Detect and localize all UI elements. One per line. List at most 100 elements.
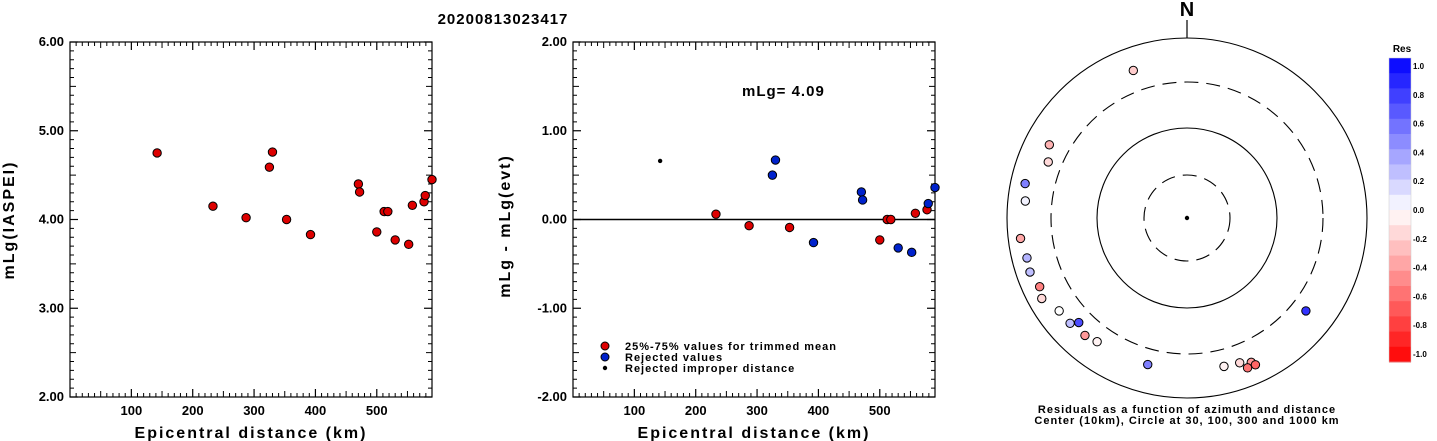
colorbar-ticks: 1.0 0.8 0.6 0.4 0.2 0.0 -0.2 -0.4 -0.6 -0.8 -1.0	[1413, 62, 1427, 359]
colorbar-cell	[1389, 164, 1411, 181]
p2-y-tick-label: 0.00	[542, 212, 567, 227]
polar-circle-100km	[1096, 127, 1278, 309]
residual-point	[657, 158, 663, 164]
colorbar-tick-label: -1.0	[1413, 350, 1427, 359]
colorbar-tick-label: 1.0	[1413, 62, 1425, 71]
station-point	[305, 229, 316, 240]
colorbar-cell	[1389, 225, 1411, 241]
colorbar-cell	[1389, 346, 1411, 363]
colorbar-tick-label: 0.4	[1413, 148, 1425, 157]
colorbar-tick-label: 0.6	[1413, 120, 1425, 129]
station-point	[264, 162, 275, 172]
polar-station-point	[1065, 318, 1075, 328]
residual-point	[906, 247, 917, 258]
residual-point	[770, 155, 781, 165]
polar-station-point	[1250, 360, 1261, 370]
polar-station-point	[1234, 358, 1245, 368]
panel2-y-ticks: -2.00 -1.00 0.00 1.00 2.00	[537, 34, 935, 404]
colorbar-cell	[1389, 301, 1411, 317]
colorbar-cell	[1389, 270, 1411, 287]
residual-point	[744, 221, 754, 231]
station-point	[372, 227, 382, 237]
p1-y-tick-label: 4.00	[39, 212, 64, 227]
colorbar: Res 1.0 0.8 0.6 0.4 0.2 0.0 -0.2 -0.4 -0.6 -0.8 -1…	[1388, 44, 1427, 363]
colorbar-cell	[1389, 240, 1411, 257]
polar-station-point	[1037, 293, 1047, 304]
legend-label: Rejected values	[625, 352, 723, 364]
panel1-y-ticks: 2.00 3.00 4.00 5.00 6.00	[39, 34, 432, 404]
colorbar-cell	[1389, 58, 1411, 74]
station-point	[267, 147, 278, 157]
colorbar-cell	[1389, 316, 1411, 333]
residual-point	[923, 198, 933, 209]
polar-station-point	[1025, 267, 1035, 277]
polar-station-point	[1219, 361, 1229, 372]
residual-point	[767, 170, 778, 180]
p2-x-tick-label: 500	[869, 403, 891, 418]
station-point	[354, 187, 365, 197]
polar-station-point	[1044, 140, 1055, 150]
polar-station-point	[1074, 317, 1084, 328]
p1-y-tick-label: 5.00	[39, 123, 64, 138]
colorbar-cell	[1389, 255, 1411, 272]
station-point	[390, 235, 400, 245]
panel1-frame	[69, 41, 433, 398]
station-point	[281, 214, 292, 225]
polar-points	[1015, 65, 1311, 373]
p1-x-tick-label: 400	[305, 403, 327, 418]
figure-title: 20200813023417	[438, 11, 569, 28]
panel2-x-ticks: 100 200 300 400 500	[578, 42, 936, 418]
panel2-y-axis-label: mLg - mLg(evt)	[497, 154, 514, 298]
colorbar-cell	[1389, 73, 1411, 89]
colorbar-tick-label: -0.2	[1413, 235, 1427, 244]
station-point	[407, 200, 418, 211]
colorbar-cell	[1389, 286, 1411, 302]
residual-point	[808, 237, 819, 248]
legend-marker	[602, 365, 608, 371]
polar-station-point	[1020, 178, 1030, 189]
magnitude-label: mLg= 4.09	[742, 83, 825, 100]
colorbar-cell	[1389, 118, 1411, 135]
polar-station-point	[1128, 65, 1139, 76]
legend-marker	[600, 341, 610, 351]
station-point	[353, 179, 364, 189]
p1-y-tick-label: 6.00	[39, 34, 64, 49]
polar-station-point	[1022, 253, 1032, 263]
polar-station-point	[1015, 233, 1026, 244]
panel-mlg-vs-distance: 2.00 3.00 4.00 5.00 6.00 100 200 300 400 500 mLg…	[1, 34, 437, 441]
colorbar-frame	[1388, 57, 1412, 363]
p1-y-tick-label: 3.00	[39, 300, 64, 315]
colorbar-tick-label: 0.2	[1413, 177, 1425, 186]
panel1-x-ticks: 100 200 300 400 500	[75, 42, 433, 418]
colorbar-cell	[1389, 194, 1411, 211]
colorbar-cell	[1389, 103, 1411, 120]
station-point	[152, 148, 162, 158]
panel1-points	[152, 147, 437, 250]
p2-x-tick-label: 200	[685, 403, 707, 418]
panel-residual-vs-distance: -2.00 -1.00 0.00 1.00 2.00 100 200 300 400 500 m…	[497, 34, 940, 441]
polar-station-point	[1020, 196, 1031, 206]
p1-x-tick-label: 200	[182, 403, 204, 418]
residual-point	[886, 214, 896, 225]
panel1-y-axis-label: mLg(IASPEI)	[1, 161, 18, 280]
station-point	[403, 239, 414, 250]
panel1-x-axis-label: Epicentral distance (km)	[135, 425, 368, 441]
colorbar-cells	[1388, 57, 1412, 363]
colorbar-title: Res	[1393, 44, 1412, 55]
residual-point	[930, 182, 940, 193]
colorbar-tick-label: 0.0	[1413, 206, 1425, 215]
station-point	[208, 201, 218, 211]
p2-y-tick-label: 2.00	[542, 34, 567, 49]
polar-circle-30km	[1143, 174, 1231, 262]
colorbar-tick-label: -0.4	[1413, 264, 1427, 273]
polar-station-point	[1092, 337, 1102, 347]
p1-x-tick-label: 500	[366, 403, 388, 418]
station-point	[420, 190, 430, 201]
panel2-x-axis-label: Epicentral distance (km)	[638, 425, 871, 441]
colorbar-cell	[1389, 179, 1411, 196]
polar-station-point	[1034, 281, 1045, 292]
p2-y-tick-label: -2.00	[537, 389, 567, 404]
residual-point	[893, 243, 903, 253]
p2-y-tick-label: -1.00	[537, 300, 567, 315]
residual-point	[910, 208, 921, 218]
